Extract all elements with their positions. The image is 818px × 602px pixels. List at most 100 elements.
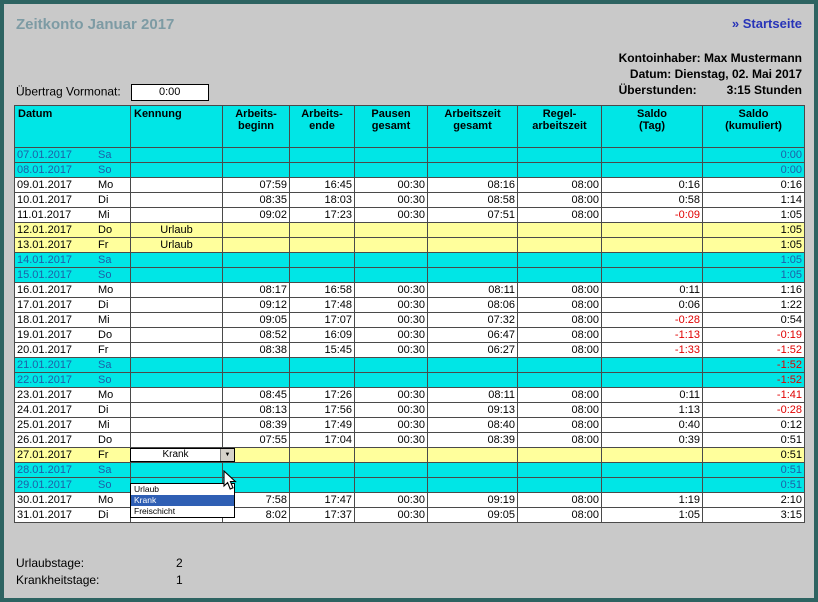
value-cell [517,372,602,388]
date-text: 08.01.2017 [17,164,73,176]
value-cell: 0:00 [702,147,805,163]
date-cell: 29.01.2017 So [14,477,131,493]
vacation-days-label: Urlaubstage: [16,556,85,570]
table-row: 27.01.2017 Fr Krank ▼ 0:51 [14,447,805,463]
carryover-input[interactable]: 0:00 [130,84,209,101]
value-cell [601,222,703,238]
value-cell: 0:00 [702,162,805,178]
weekday-text: Fr [98,239,109,251]
value-cell: 17:37 [289,507,355,523]
value-cell [354,477,428,493]
value-cell: 1:13 [601,402,703,418]
dropdown-option[interactable]: Freischicht [134,506,176,516]
value-cell: 00:30 [354,327,428,343]
value-cell: 17:48 [289,297,355,313]
value-cell [222,147,290,163]
value-cell [517,222,602,238]
table-row: 28.01.2017 Sa 0:51 [14,462,805,478]
value-cell: 0:39 [601,432,703,448]
dropdown-option[interactable]: Krank [131,495,234,506]
value-cell [222,267,290,283]
weekday-text: Mi [98,209,110,221]
value-cell: 08:45 [222,387,290,403]
weekday-text: Sa [98,149,112,161]
sick-days-line: Krankheitstage: 1 [16,572,183,589]
kennung-cell: Krank ▼ [130,447,235,463]
weekday-text: Sa [98,254,112,266]
date-text: 15.01.2017 [17,269,73,281]
table-row: 12.01.2017 Do Urlaub 1:05 [14,222,805,238]
table-row: 20.01.2017 Fr 08:38 15:45 00:30 06:27 08:00 -1:… [14,342,805,358]
value-cell: 1:14 [702,192,805,208]
column-header: Kennung [130,105,223,148]
column-header: Arbeits-ende [289,105,355,148]
weekday-text: Fr [98,449,109,461]
value-cell [222,252,290,268]
value-cell [222,222,290,238]
date-cell: 16.01.2017 Mo [14,282,131,298]
date-text: 17.01.2017 [17,299,73,311]
value-cell [427,252,518,268]
kennung-cell [130,267,223,283]
kennung-combobox[interactable]: Krank ▼ [130,448,235,462]
value-cell: 08:13 [222,402,290,418]
value-cell: 08:58 [427,192,518,208]
value-cell [354,237,428,253]
value-cell: 0:11 [601,282,703,298]
overtime-label: Überstunden: [618,83,697,97]
value-cell: 08:00 [517,312,602,328]
value-cell [289,147,355,163]
value-cell [427,222,518,238]
value-cell: -0:19 [702,327,805,343]
page-title: Zeitkonto Januar 2017 [16,16,175,33]
date-text: 13.01.2017 [17,239,73,251]
value-cell: 17:56 [289,402,355,418]
value-cell: 0:12 [702,417,805,433]
mouse-cursor-icon [223,470,237,490]
value-cell: 00:30 [354,192,428,208]
date-text: 12.01.2017 [17,224,73,236]
value-cell [222,462,290,478]
date-text: 16.01.2017 [17,284,73,296]
date-cell: 27.01.2017 Fr [14,447,131,463]
table-row: 24.01.2017 Di 08:13 17:56 00:30 09:13 08:00 1:1… [14,402,805,418]
overtime-line: Überstunden: 3:15 Stunden [619,82,802,98]
kennung-cell [130,342,223,358]
column-header: Saldo (kumuliert) [702,105,805,148]
table-row: 19.01.2017 Do 08:52 16:09 00:30 06:47 08:00 -1:… [14,327,805,343]
value-cell [354,162,428,178]
value-cell: 17:07 [289,312,355,328]
value-cell: 17:26 [289,387,355,403]
value-cell: 16:09 [289,327,355,343]
value-cell: 09:02 [222,207,290,223]
value-cell: 09:19 [427,492,518,508]
value-cell [427,447,518,463]
value-cell: 16:45 [289,177,355,193]
table-row: 17.01.2017 Di 09:12 17:48 00:30 08:06 08:00 0:0… [14,297,805,313]
value-cell [354,252,428,268]
value-cell: 08:00 [517,387,602,403]
kennung-cell [130,297,223,313]
value-cell: 1:19 [601,492,703,508]
value-cell: 08:00 [517,507,602,523]
date-text: 29.01.2017 [17,479,73,491]
date-cell: 31.01.2017 Di [14,507,131,523]
table-row: 16.01.2017 Mo 08:17 16:58 00:30 08:11 08:00 0:1… [14,282,805,298]
value-cell [427,237,518,253]
kennung-cell [130,417,223,433]
weekday-text: So [98,164,112,176]
date-text: 10.01.2017 [17,194,73,206]
table-row: 09.01.2017 Mo 07:59 16:45 00:30 08:16 08:00 0:1… [14,177,805,193]
value-cell [517,252,602,268]
value-cell [427,462,518,478]
value-cell [222,447,290,463]
value-cell: 07:59 [222,177,290,193]
startseite-link[interactable]: » Startseite [731,16,802,31]
value-cell [601,267,703,283]
combobox-arrow-icon[interactable]: ▼ [220,449,234,461]
value-cell: -0:28 [601,312,703,328]
date-text: 30.01.2017 [17,494,73,506]
date-cell: 11.01.2017 Mi [14,207,131,223]
weekday-text: Sa [98,359,112,371]
dropdown-option[interactable]: Urlaub [134,484,160,494]
